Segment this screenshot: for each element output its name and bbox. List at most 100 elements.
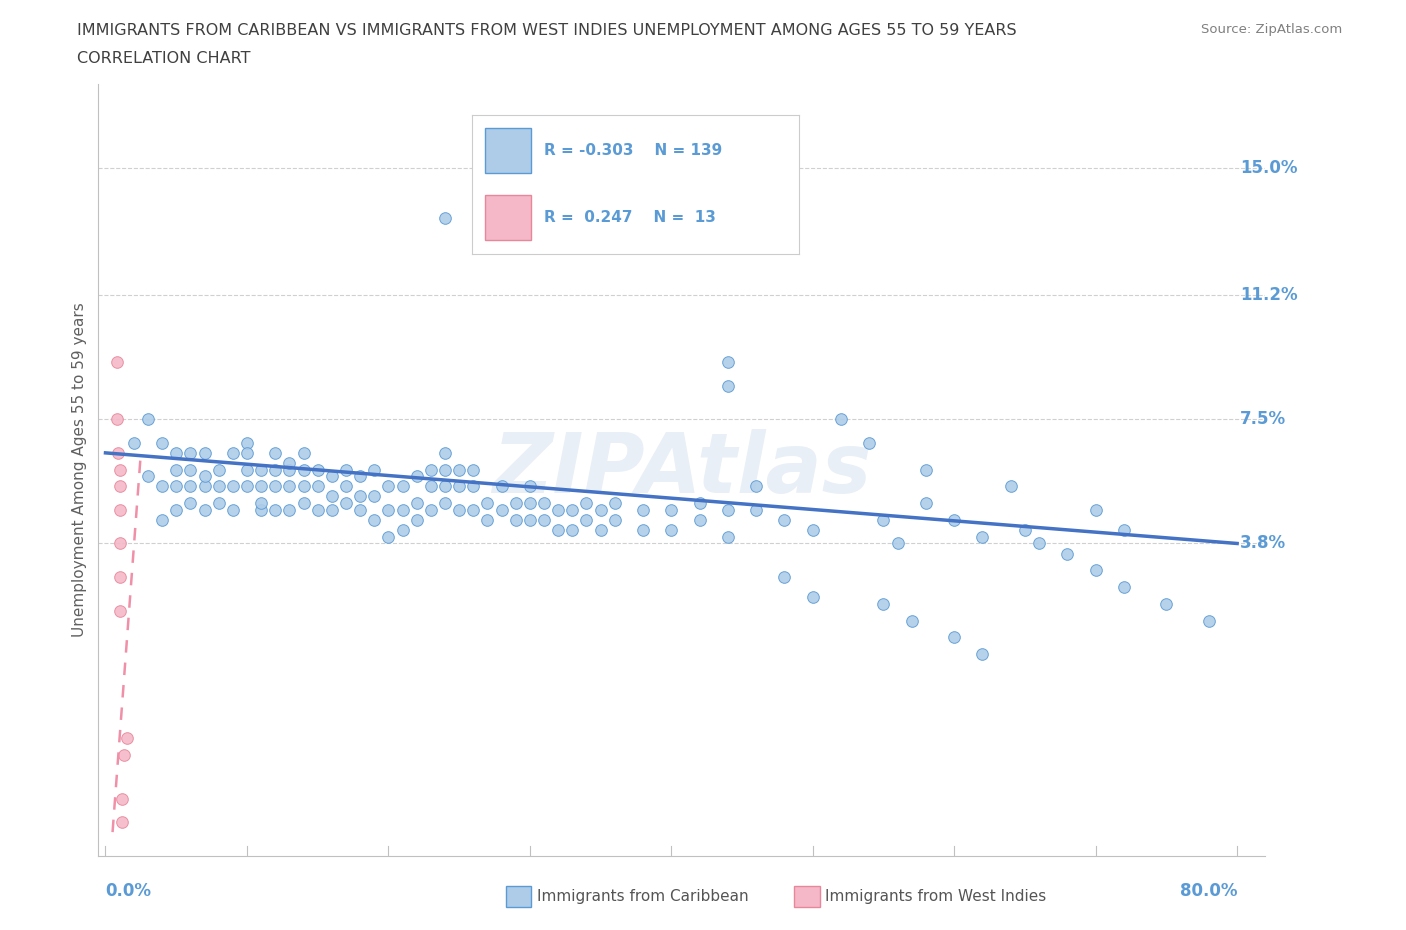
Point xyxy=(547,523,569,538)
Point xyxy=(659,502,682,517)
Point xyxy=(136,412,159,427)
Point xyxy=(363,489,385,504)
Point xyxy=(208,479,231,494)
Point xyxy=(745,479,768,494)
Point xyxy=(165,462,187,477)
Point xyxy=(631,523,654,538)
Point xyxy=(115,731,138,746)
Point xyxy=(136,469,159,484)
Point xyxy=(505,496,527,511)
Text: Immigrants from West Indies: Immigrants from West Indies xyxy=(825,889,1046,904)
Point xyxy=(349,489,371,504)
Point xyxy=(349,502,371,517)
Point xyxy=(107,445,129,460)
Point xyxy=(122,435,145,450)
Point xyxy=(179,496,201,511)
Point xyxy=(745,502,768,517)
Point xyxy=(108,569,131,584)
Point xyxy=(250,496,273,511)
Point xyxy=(872,596,894,611)
Text: 15.0%: 15.0% xyxy=(1240,159,1298,177)
Point xyxy=(463,502,485,517)
Point xyxy=(250,479,273,494)
Point xyxy=(208,462,231,477)
Point xyxy=(943,512,966,527)
Point xyxy=(179,445,201,460)
Point xyxy=(1014,523,1036,538)
Point xyxy=(561,523,583,538)
Point xyxy=(150,479,173,494)
Point xyxy=(193,469,215,484)
Point xyxy=(505,512,527,527)
Point xyxy=(264,462,287,477)
Point xyxy=(1028,536,1050,551)
Point xyxy=(264,445,287,460)
Text: 11.2%: 11.2% xyxy=(1240,286,1298,304)
Point xyxy=(900,613,922,628)
Point xyxy=(179,479,201,494)
Text: 3.8%: 3.8% xyxy=(1240,535,1286,552)
Point xyxy=(519,512,541,527)
Point xyxy=(264,479,287,494)
Point xyxy=(264,502,287,517)
Point xyxy=(886,536,908,551)
Point xyxy=(377,479,399,494)
Point xyxy=(773,569,796,584)
Point xyxy=(858,435,880,450)
Point xyxy=(689,496,711,511)
Point xyxy=(335,496,357,511)
Point xyxy=(108,604,131,618)
Point xyxy=(405,496,427,511)
Point xyxy=(278,462,301,477)
Point xyxy=(801,590,824,604)
Point xyxy=(463,462,485,477)
Point xyxy=(872,512,894,527)
Text: 0.0%: 0.0% xyxy=(105,883,152,900)
Point xyxy=(1056,546,1078,561)
Point xyxy=(575,496,598,511)
Point xyxy=(236,445,259,460)
Point xyxy=(603,496,626,511)
Point xyxy=(307,479,329,494)
Point xyxy=(547,502,569,517)
Point xyxy=(449,502,471,517)
Point xyxy=(405,512,427,527)
Point xyxy=(292,479,315,494)
Point xyxy=(477,496,499,511)
Point xyxy=(292,496,315,511)
Y-axis label: Unemployment Among Ages 55 to 59 years: Unemployment Among Ages 55 to 59 years xyxy=(72,302,87,637)
Point xyxy=(236,462,259,477)
Point xyxy=(533,512,555,527)
Point xyxy=(491,479,513,494)
Point xyxy=(717,502,740,517)
Point xyxy=(419,502,441,517)
Point xyxy=(519,479,541,494)
Point xyxy=(208,496,231,511)
Point xyxy=(278,502,301,517)
Text: Source: ZipAtlas.com: Source: ZipAtlas.com xyxy=(1202,23,1343,36)
Point xyxy=(377,502,399,517)
Point xyxy=(236,479,259,494)
Point xyxy=(363,512,385,527)
Point xyxy=(335,462,357,477)
Point xyxy=(193,445,215,460)
Point xyxy=(1198,613,1220,628)
Text: ZIPAtlas: ZIPAtlas xyxy=(492,429,872,511)
Point xyxy=(717,355,740,370)
Point xyxy=(335,479,357,494)
Point xyxy=(589,502,612,517)
Point xyxy=(165,479,187,494)
Point xyxy=(377,529,399,544)
Point xyxy=(717,529,740,544)
Point xyxy=(222,445,245,460)
Point xyxy=(1000,479,1022,494)
Point xyxy=(307,502,329,517)
Point xyxy=(236,435,259,450)
Point xyxy=(321,489,343,504)
Text: 80.0%: 80.0% xyxy=(1180,883,1237,900)
Point xyxy=(179,462,201,477)
Point xyxy=(193,479,215,494)
Point xyxy=(433,496,456,511)
Point xyxy=(405,469,427,484)
Point xyxy=(433,479,456,494)
